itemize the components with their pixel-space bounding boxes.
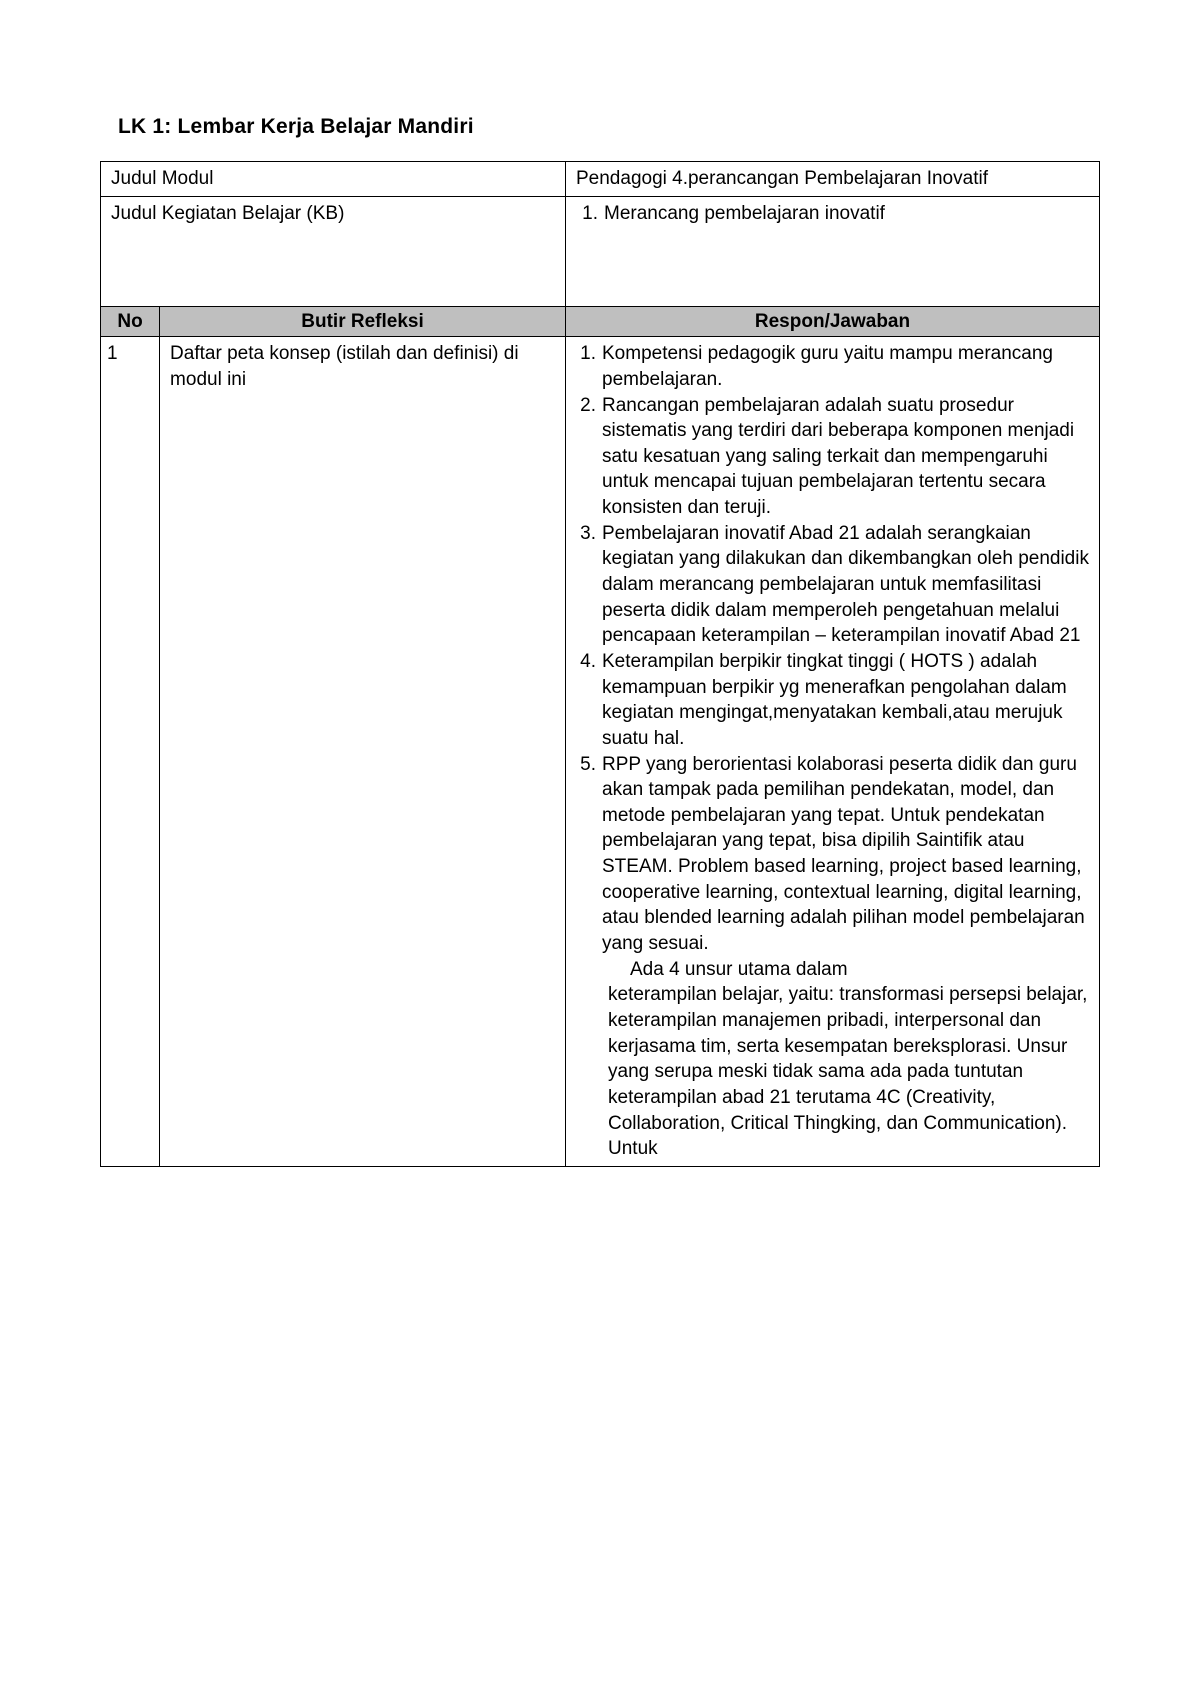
header-row: No Butir Refleksi Respon/Jawaban (101, 306, 1100, 337)
info-value-modul: Pendagogi 4.perancangan Pembelajaran Ino… (566, 162, 1100, 197)
header-respon: Respon/Jawaban (566, 306, 1100, 337)
respon-text: RPP yang berorientasi kolaborasi peserta… (602, 752, 1089, 957)
info-label-kb: Judul Kegiatan Belajar (KB) (101, 196, 566, 306)
respon-text: Kompetensi pedagogik guru yaitu mampu me… (602, 341, 1089, 392)
info-label-modul: Judul Modul (101, 162, 566, 197)
respon-item: 5. RPP yang berorientasi kolaborasi pese… (574, 752, 1089, 957)
page-title: LK 1: Lembar Kerja Belajar Mandiri (118, 115, 1100, 139)
worksheet-table: Judul Modul Pendagogi 4.perancangan Pemb… (100, 161, 1100, 1167)
info-row-modul: Judul Modul Pendagogi 4.perancangan Pemb… (101, 162, 1100, 197)
respon-extra-line2: keterampilan belajar, yaitu: transformas… (574, 982, 1089, 1161)
respon-num: 5. (574, 752, 602, 778)
respon-item: 2. Rancangan pembelajaran adalah suatu p… (574, 393, 1089, 521)
info-row-kb: Judul Kegiatan Belajar (KB) 1. Merancang… (101, 196, 1100, 306)
respon-num: 3. (574, 521, 602, 547)
row-respon: 1. Kompetensi pedagogik guru yaitu mampu… (566, 337, 1100, 1167)
respon-extra-line1: Ada 4 unsur utama dalam (574, 957, 1089, 983)
header-no: No (101, 306, 160, 337)
respon-item: 1. Kompetensi pedagogik guru yaitu mampu… (574, 341, 1089, 392)
kb-list: 1. Merancang pembelajaran inovatif (576, 201, 1089, 227)
respon-num: 4. (574, 649, 602, 675)
respon-item: 3. Pembelajaran inovatif Abad 21 adalah … (574, 521, 1089, 649)
kb-item-text: Merancang pembelajaran inovatif (604, 201, 1089, 227)
row-no: 1 (101, 337, 160, 1167)
respon-text: Pembelajaran inovatif Abad 21 adalah ser… (602, 521, 1089, 649)
kb-list-item: 1. Merancang pembelajaran inovatif (576, 201, 1089, 227)
table-row: 1 Daftar peta konsep (istilah dan defini… (101, 337, 1100, 1167)
row-refleksi: Daftar peta konsep (istilah dan definisi… (160, 337, 566, 1167)
respon-item: 4. Keterampilan berpikir tingkat tinggi … (574, 649, 1089, 752)
respon-num: 1. (574, 341, 602, 367)
respon-text: Keterampilan berpikir tingkat tinggi ( H… (602, 649, 1089, 752)
info-value-kb: 1. Merancang pembelajaran inovatif (566, 196, 1100, 306)
respon-num: 2. (574, 393, 602, 419)
respon-text: Rancangan pembelajaran adalah suatu pros… (602, 393, 1089, 521)
kb-item-num: 1. (576, 201, 604, 227)
header-refleksi: Butir Refleksi (160, 306, 566, 337)
respon-list: 1. Kompetensi pedagogik guru yaitu mampu… (574, 341, 1089, 956)
